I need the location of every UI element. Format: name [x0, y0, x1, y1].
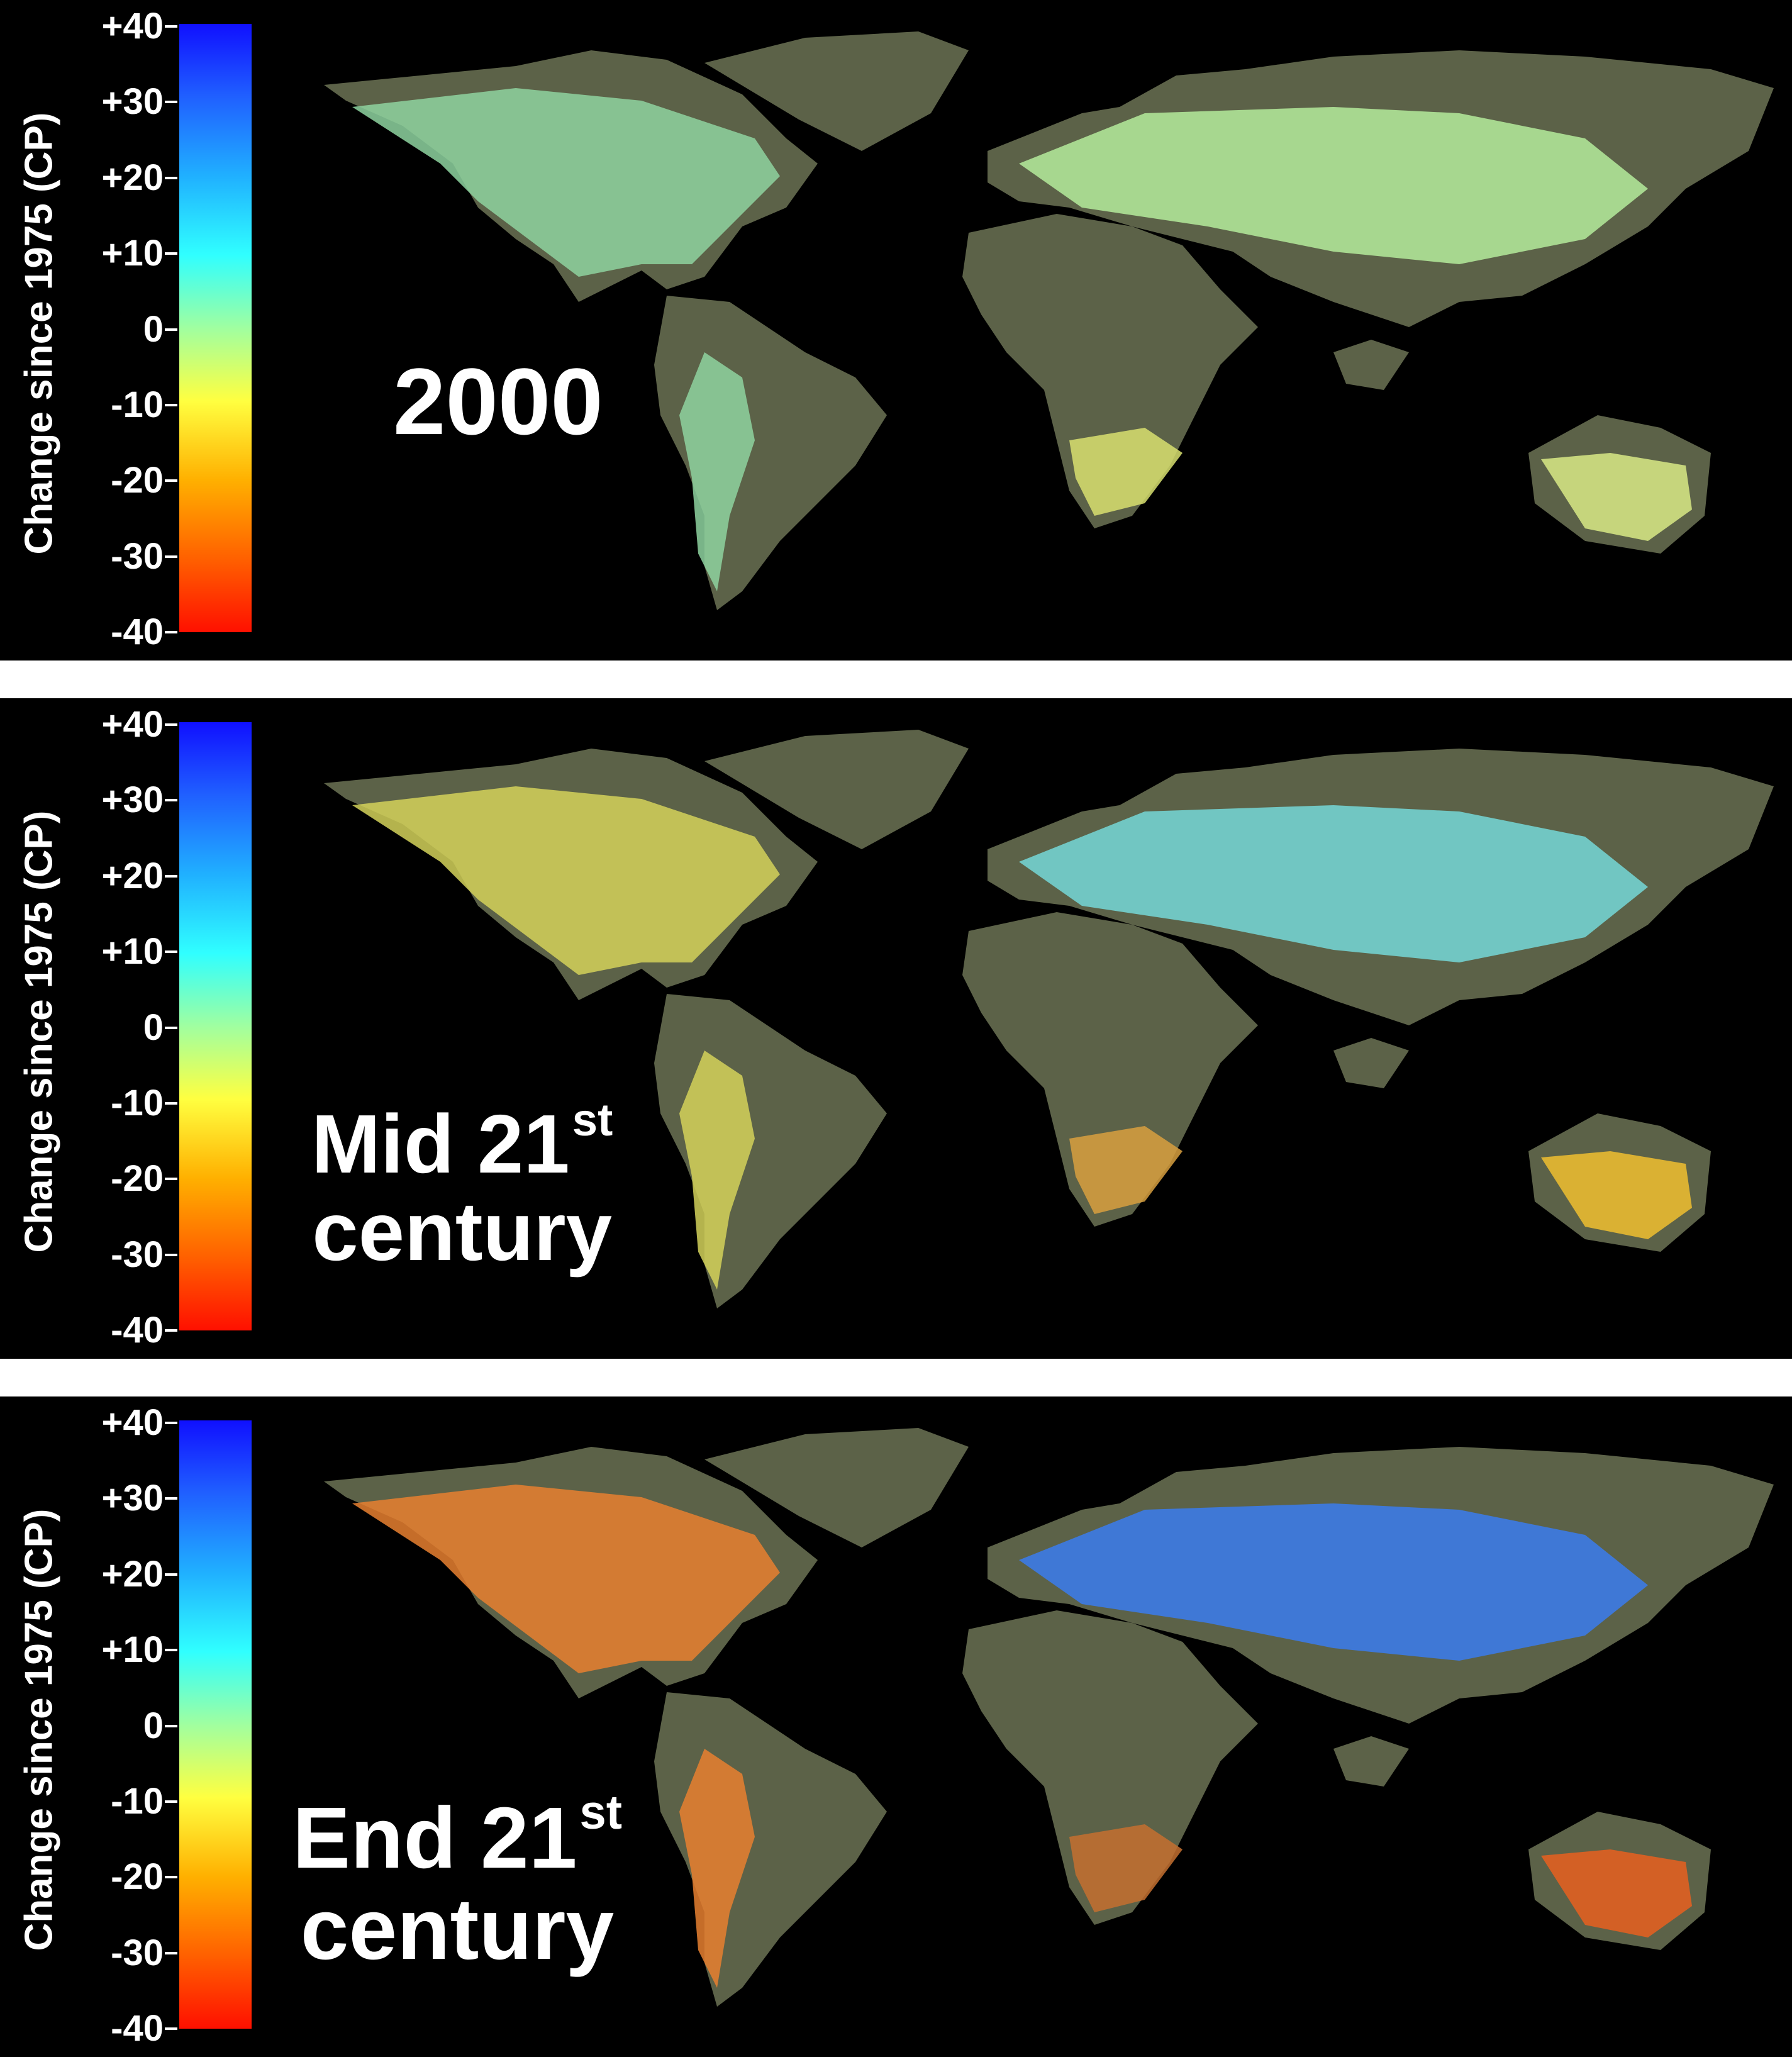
colorbar-tick-mark	[165, 723, 177, 726]
colorbar-tick-mark	[165, 874, 177, 878]
colorbar-tick-mark	[165, 25, 177, 28]
colorbar-tick-mark	[165, 1800, 177, 1803]
colorbar-tick-mark	[165, 1101, 177, 1105]
colorbar-tick-label: -20	[111, 1158, 164, 1200]
colorbar-tick-mark	[165, 1573, 177, 1576]
colorbar-tick-label: +10	[101, 233, 164, 274]
colorbar-tick-label: 0	[143, 1705, 164, 1746]
period-label: Mid 21st century	[311, 1094, 613, 1278]
colorbar-tick-label: +40	[101, 6, 164, 47]
colorbar-tick-mark	[165, 1422, 177, 1424]
colorbar-tick-label: -30	[111, 535, 164, 577]
colorbar-tick-mark	[165, 328, 177, 331]
change-overlay	[352, 1485, 1692, 1988]
colorbar-tick-label: +20	[101, 157, 164, 198]
colorbar-tick-label: -20	[111, 1856, 164, 1898]
colorbar-tick-label: +40	[101, 704, 164, 745]
world-map	[264, 0, 1792, 661]
colorbar-tick-mark	[165, 1951, 177, 1954]
colorbar-tick-mark	[165, 101, 177, 104]
period-label: End 21st century	[292, 1786, 622, 1978]
colorbar-tick-mark	[165, 2027, 177, 2030]
colorbar-tick-mark	[165, 1724, 177, 1727]
colorbar	[179, 722, 252, 1330]
colorbar-tick-mark	[165, 1649, 177, 1652]
colorbar	[179, 1420, 252, 2029]
colorbar-tick-mark	[165, 555, 177, 558]
colorbar-tick-mark	[165, 176, 177, 179]
colorbar-tick-label: +40	[101, 1402, 164, 1443]
colorbar-tick-label: +30	[101, 81, 164, 123]
colorbar-tick-mark	[165, 1178, 177, 1181]
colorbar-tick-mark	[165, 799, 177, 802]
colorbar-tick-label: +30	[101, 779, 164, 821]
colorbar-tick-label: -10	[111, 384, 164, 425]
colorbar-tick-label: +20	[101, 1553, 164, 1595]
colorbar-tick-label: -40	[111, 1310, 164, 1351]
colorbar-title: Change since 1975 (CP)	[17, 1508, 61, 1951]
colorbar-tick-label: +20	[101, 855, 164, 896]
colorbar-tick-label: 0	[143, 1006, 164, 1048]
colorbar-tick-mark	[165, 1329, 177, 1332]
colorbar-tick-label: +10	[101, 931, 164, 973]
colorbar-tick-mark	[165, 1253, 177, 1256]
change-overlay	[352, 88, 1692, 591]
map-panel-mid-21st-century: Change since 1975 (CP) +40 +30 +20 +10 0 -10 -…	[0, 698, 1792, 1359]
change-overlay	[352, 786, 1692, 1290]
colorbar-tick-label: +10	[101, 1629, 164, 1671]
colorbar-tick-label: 0	[143, 308, 164, 350]
colorbar-tick-label: -30	[111, 1234, 164, 1275]
world-map	[264, 1396, 1792, 2057]
colorbar-tick-label: -30	[111, 1932, 164, 1973]
colorbar-tick-mark	[165, 950, 177, 954]
colorbar-title: Change since 1975 (CP)	[17, 810, 61, 1253]
colorbar-tick-mark	[165, 1876, 177, 1879]
colorbar-tick-mark	[165, 631, 177, 633]
period-label: 2000	[393, 348, 603, 454]
colorbar	[179, 24, 252, 632]
colorbar-tick-mark	[165, 1026, 177, 1029]
map-panel-2000: Change since 1975 (CP) +40 +30 +20 +10 0 -10 -…	[0, 0, 1792, 661]
colorbar-tick-mark	[165, 479, 177, 482]
colorbar-tick-label: -40	[111, 611, 164, 652]
colorbar-tick-label: -40	[111, 2008, 164, 2049]
colorbar-tick-label: +30	[101, 1478, 164, 1519]
colorbar-tick-label: -20	[111, 460, 164, 501]
map-panel-end-21st-century: Change since 1975 (CP) +40 +30 +20 +10 0 -10 -…	[0, 1396, 1792, 2057]
world-map	[264, 698, 1792, 1359]
colorbar-tick-mark	[165, 1497, 177, 1500]
colorbar-tick-mark	[165, 403, 177, 406]
colorbar-tick-label: -10	[111, 1780, 164, 1822]
colorbar-title: Change since 1975 (CP)	[17, 112, 61, 555]
colorbar-tick-label: -10	[111, 1082, 164, 1123]
colorbar-tick-mark	[165, 252, 177, 255]
